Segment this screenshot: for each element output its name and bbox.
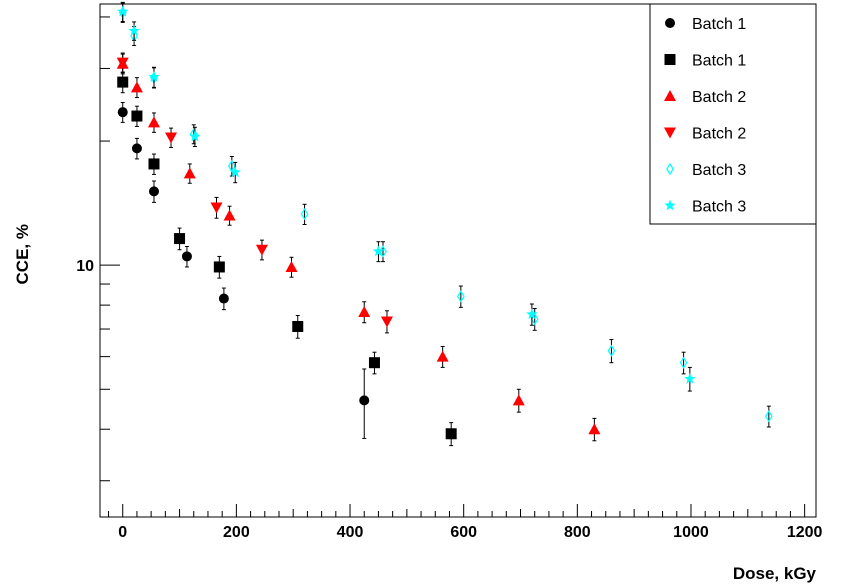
series-3 bbox=[116, 53, 601, 442]
legend-marker bbox=[664, 199, 676, 211]
legend-box bbox=[649, 3, 817, 225]
axes: 0 200 400 600 800 1000 1200 10 bbox=[76, 16, 823, 541]
x-tick-label: 800 bbox=[564, 524, 591, 541]
data-point bbox=[285, 260, 298, 272]
data-point bbox=[213, 261, 225, 273]
data-point bbox=[588, 423, 601, 435]
legend: Batch 1 Batch 1 Batch 2 Batch 2 Batch 3 Batch… bbox=[649, 3, 817, 225]
data-point bbox=[189, 130, 201, 142]
data-point bbox=[512, 394, 525, 406]
legend-marker bbox=[665, 18, 675, 28]
data-point bbox=[368, 357, 380, 369]
data-point bbox=[147, 116, 160, 128]
data-point bbox=[300, 207, 309, 221]
data-point bbox=[148, 186, 159, 197]
x-tick-label: 0 bbox=[118, 524, 127, 541]
series-4 bbox=[116, 52, 393, 334]
data-point bbox=[456, 290, 465, 303]
data-point bbox=[181, 251, 192, 262]
data-point bbox=[359, 395, 370, 406]
data-point bbox=[148, 71, 160, 82]
data-point bbox=[684, 372, 696, 384]
legend-label: Batch 3 bbox=[692, 199, 746, 216]
x-tick-label: 400 bbox=[337, 524, 364, 541]
legend-marker bbox=[664, 90, 676, 101]
data-point bbox=[679, 356, 688, 369]
x-axis-title: Dose, kGy bbox=[733, 564, 817, 583]
data-point bbox=[117, 5, 129, 17]
data-point bbox=[229, 166, 241, 178]
series-1 bbox=[117, 102, 370, 439]
data-point bbox=[130, 81, 143, 93]
x-tick-label: 1000 bbox=[673, 524, 709, 541]
x-tick-label: 1200 bbox=[787, 524, 823, 541]
data-point bbox=[131, 143, 142, 154]
legend-marker bbox=[664, 127, 676, 139]
data-point bbox=[117, 76, 129, 88]
data-point bbox=[148, 158, 160, 170]
series-6 bbox=[117, 1, 696, 392]
y-axis-title: CCE, % bbox=[13, 224, 32, 284]
data-point bbox=[436, 350, 449, 362]
x-tick-label: 200 bbox=[223, 524, 250, 541]
legend-marker bbox=[666, 162, 674, 176]
data-point bbox=[128, 24, 140, 36]
data-point bbox=[116, 57, 129, 69]
data-point bbox=[223, 209, 236, 221]
x-tick-label: 600 bbox=[450, 524, 477, 541]
data-point bbox=[174, 233, 186, 245]
legend-label: Batch 2 bbox=[692, 126, 746, 143]
data-marks bbox=[116, 1, 773, 447]
data-point bbox=[372, 245, 385, 257]
data-point bbox=[165, 132, 178, 144]
data-point bbox=[210, 202, 223, 214]
data-point bbox=[607, 344, 616, 357]
data-point bbox=[183, 167, 196, 179]
plot-frame bbox=[99, 3, 817, 518]
data-point bbox=[526, 308, 538, 320]
series-2 bbox=[117, 71, 457, 447]
data-point bbox=[218, 293, 229, 304]
data-point bbox=[380, 316, 393, 328]
data-point bbox=[255, 244, 268, 256]
data-point bbox=[530, 312, 539, 326]
data-point bbox=[117, 107, 128, 118]
data-point bbox=[358, 305, 371, 317]
data-point bbox=[445, 428, 457, 440]
legend-label: Batch 1 bbox=[692, 53, 746, 70]
data-point bbox=[764, 410, 773, 423]
legend-label: Batch 1 bbox=[692, 16, 746, 33]
y-tick-label: 10 bbox=[76, 258, 94, 275]
data-point bbox=[292, 320, 304, 332]
legend-marker bbox=[664, 54, 676, 65]
legend-label: Batch 3 bbox=[692, 162, 746, 179]
legend-label: Batch 2 bbox=[692, 89, 746, 106]
data-point bbox=[131, 110, 143, 122]
